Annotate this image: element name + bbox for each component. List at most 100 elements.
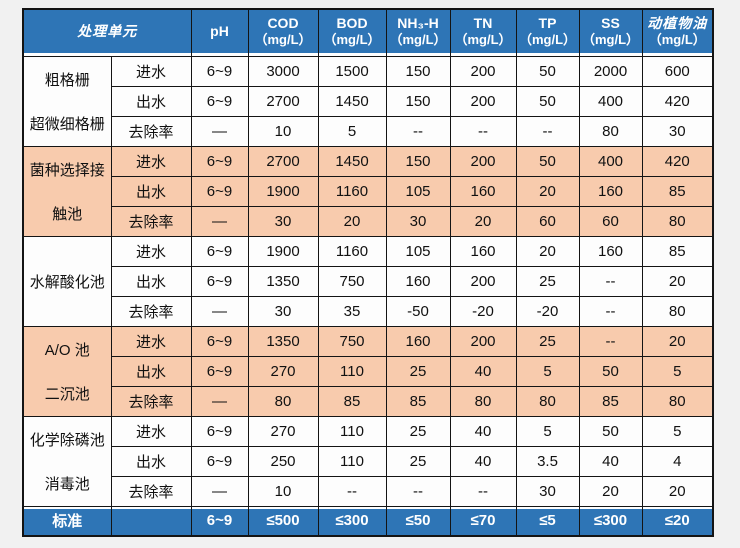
header-unit-line: （mg/L） <box>581 32 640 48</box>
data-row: 出水 6~9 270 110 25 40 5 50 5 <box>23 355 714 387</box>
value-cell: 30 <box>247 295 319 327</box>
unit-name: 菌种选择接 <box>29 161 105 179</box>
header-ph: pH <box>190 8 249 57</box>
flow-type-cell: 出水 <box>110 445 192 477</box>
value-cell: 30 <box>385 205 451 237</box>
value-cell: 60 <box>578 205 643 237</box>
value-cell: 40 <box>449 415 517 447</box>
ph-value-cell: 6~9 <box>190 265 249 297</box>
value-cell: -20 <box>515 295 580 327</box>
value-cell: -- <box>317 475 387 507</box>
value-cell: 160 <box>385 325 451 357</box>
value-cell: 50 <box>515 55 580 87</box>
value-cell: 1450 <box>317 85 387 117</box>
value-cell: -- <box>449 115 517 147</box>
ph-value-cell: 6~9 <box>190 235 249 267</box>
value-cell: 3.5 <box>515 445 580 477</box>
value-cell: 1350 <box>247 265 319 297</box>
value-cell: 85 <box>641 175 714 207</box>
header-unit-line: （mg/L） <box>389 32 447 48</box>
value-cell: 30 <box>515 475 580 507</box>
value-cell: 60 <box>515 205 580 237</box>
unit-name-cell: 菌种选择接 触池 <box>22 145 112 237</box>
data-row: A/O 池二沉池 进水 6~9 1350 750 160 200 25 -- 20 <box>22 325 714 417</box>
unit-name: 二沉池 <box>44 385 90 403</box>
value-cell: 2000 <box>578 55 643 87</box>
header-label: TN <box>473 15 493 32</box>
value-cell: 1450 <box>317 145 387 177</box>
data-row: 出水 6~9 250 110 25 40 3.5 40 4 <box>23 445 714 477</box>
value-cell: 110 <box>317 415 387 447</box>
header-tp: TP （mg/L） <box>515 8 580 57</box>
unit-name: 超微细格栅 <box>29 115 105 133</box>
data-row: 去除率 —30 35 -50 -20 -20 -- 80 <box>23 295 714 327</box>
value-cell: 5 <box>641 415 714 447</box>
flow-type-cell: 去除率 <box>110 205 192 237</box>
ph-value-cell: — <box>190 475 249 507</box>
standard-value-cell: ≤500 <box>247 505 319 537</box>
header-row: 处理单元 pH COD （mg/L） BOD （mg/L） NH₃-H （mg/… <box>22 8 714 57</box>
value-cell: 4 <box>641 445 714 477</box>
treatment-table: 处理单元 pH COD （mg/L） BOD （mg/L） NH₃-H （mg/… <box>22 8 714 537</box>
value-cell: 20 <box>317 205 387 237</box>
standard-value-cell: ≤5 <box>515 505 580 537</box>
header-label: 动植物油 <box>647 15 708 32</box>
value-cell: -- <box>385 115 451 147</box>
header-label: TP <box>538 15 557 32</box>
data-row: 去除率 —80 85 85 80 80 85 80 <box>23 385 714 417</box>
value-cell: 110 <box>317 445 387 477</box>
value-cell: 270 <box>247 415 319 447</box>
value-cell: 20 <box>449 205 517 237</box>
value-cell: 1900 <box>247 175 319 207</box>
data-row: 化学除磷池 消毒池 进水 6~9 270 110 25 40 5 50 5 <box>22 415 714 507</box>
value-cell: 35 <box>317 295 387 327</box>
flow-type-cell: 出水 <box>110 265 192 297</box>
value-cell: -- <box>515 115 580 147</box>
unit-name: A/O 池 <box>44 341 90 359</box>
value-cell: 25 <box>385 415 451 447</box>
header-unit-line: （mg/L） <box>518 32 577 48</box>
value-cell: 80 <box>449 385 517 417</box>
value-cell: 5 <box>515 355 580 387</box>
value-cell: -20 <box>449 295 517 327</box>
value-cell: 80 <box>578 115 643 147</box>
value-cell: 80 <box>247 385 319 417</box>
standard-ph-cell: 6~9 <box>190 505 249 537</box>
ph-value-cell: 6~9 <box>190 445 249 477</box>
header-unit-line: （mg/L） <box>323 32 381 48</box>
value-cell: 40 <box>449 355 517 387</box>
value-cell: 85 <box>317 385 387 417</box>
unit-name: 消毒池 <box>44 475 90 493</box>
unit-name-cell: 化学除磷池 消毒池 <box>22 415 112 507</box>
value-cell: 160 <box>578 175 643 207</box>
header-unit-line: （mg/L） <box>648 32 706 48</box>
value-cell: 160 <box>449 175 517 207</box>
header-treatment-unit: 处理单元 <box>22 8 192 57</box>
value-cell: 85 <box>385 385 451 417</box>
unit-name: 化学除磷池 <box>29 431 105 449</box>
value-cell: 50 <box>515 85 580 117</box>
data-row: 去除率 —10 5 -- -- -- 80 30 <box>23 115 714 147</box>
value-cell: -50 <box>385 295 451 327</box>
value-cell: 85 <box>578 385 643 417</box>
value-cell: 750 <box>317 325 387 357</box>
value-cell: 50 <box>515 145 580 177</box>
standard-value-cell: ≤300 <box>317 505 387 537</box>
ph-value-cell: — <box>190 295 249 327</box>
value-cell: 105 <box>385 175 451 207</box>
value-cell: 160 <box>578 235 643 267</box>
value-cell: 80 <box>641 205 714 237</box>
data-row: 粗格栅 超微细格栅 进水 6~9 3000 1500 150 200 50 2000 600 <box>22 55 714 147</box>
flow-type-cell: 进水 <box>110 415 192 447</box>
value-cell: 5 <box>317 115 387 147</box>
value-cell: 20 <box>641 325 714 357</box>
header-label: BOD <box>336 15 368 32</box>
value-cell: 750 <box>317 265 387 297</box>
data-row: 出水 6~9 1900 1160 105 160 20 160 85 <box>23 175 714 207</box>
standard-value-cell: ≤20 <box>641 505 714 537</box>
value-cell: 270 <box>247 355 319 387</box>
unit-name-cell: 水解酸化池 <box>22 235 112 327</box>
value-cell: 20 <box>578 475 643 507</box>
value-cell: 50 <box>578 415 643 447</box>
value-cell: 1500 <box>317 55 387 87</box>
